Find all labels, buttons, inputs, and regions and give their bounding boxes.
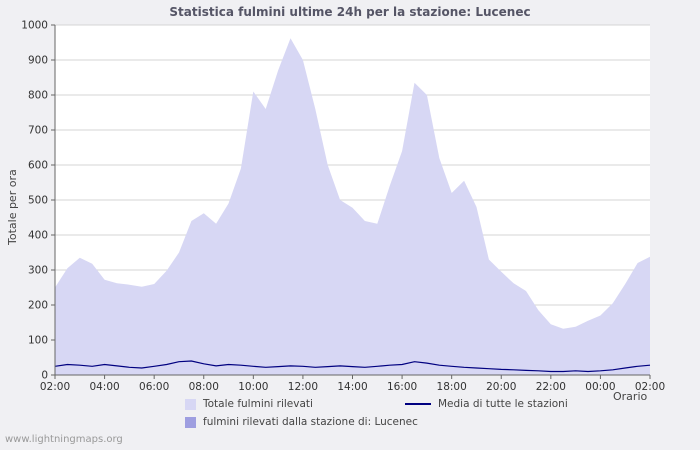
y-tick-label: 100	[28, 335, 48, 347]
y-tick-label: 300	[28, 265, 48, 277]
x-tick-label: 00:00	[585, 381, 615, 393]
y-tick-label: 200	[28, 300, 48, 312]
y-tick-label: 700	[28, 125, 48, 137]
legend-item-station: fulmini rilevati dalla stazione di: Luce…	[185, 416, 418, 428]
y-tick-label: 0	[41, 370, 48, 382]
x-tick-label: 12:00	[288, 381, 318, 393]
legend-label-media: Media di tutte le stazioni	[438, 398, 568, 410]
x-tick-label: 02:00	[635, 381, 665, 393]
line-series	[54, 360, 651, 373]
y-tick-label: 1000	[21, 20, 48, 32]
legend-item-media: Media di tutte le stazioni	[405, 398, 568, 410]
legend-swatch-total	[185, 398, 196, 410]
chart-canvas: 0 100 200 300 400 500 600 700 800 900 1000 02:00 04:…	[21, 20, 665, 394]
area-series	[55, 38, 650, 376]
x-tick-label: 08:00	[189, 381, 219, 393]
x-tick-label: 20:00	[486, 381, 516, 393]
legend-swatch-station	[185, 416, 196, 428]
lightningmaps-link[interactable]: www.lightningmaps.org	[5, 434, 123, 445]
x-tick-label: 02:00	[40, 381, 70, 393]
y-axis-title: Totale per ora	[6, 169, 19, 245]
x-tick-label: 18:00	[437, 381, 467, 393]
legend-label-station: fulmini rilevati dalla stazione di: Luce…	[203, 416, 418, 428]
legend-label-total: Totale fulmini rilevati	[203, 398, 313, 410]
x-tick-label: 04:00	[89, 381, 119, 393]
y-tick-label: 800	[28, 90, 48, 102]
legend-item-total: Totale fulmini rilevati	[185, 398, 313, 410]
x-tick-label: 16:00	[387, 381, 417, 393]
legend-line-media	[405, 403, 431, 405]
chart-title: Statistica fulmini ultime 24h per la sta…	[169, 5, 531, 19]
x-tick-label: 22:00	[536, 381, 566, 393]
x-tick-label: 06:00	[139, 381, 169, 393]
y-tick-label: 900	[28, 55, 48, 67]
x-axis-title: Orario	[613, 390, 648, 403]
y-tick-label: 400	[28, 230, 48, 242]
y-tick-label: 600	[28, 160, 48, 172]
x-tick-label: 10:00	[238, 381, 268, 393]
x-tick-label: 14:00	[337, 381, 367, 393]
y-tick-label: 500	[28, 195, 48, 207]
